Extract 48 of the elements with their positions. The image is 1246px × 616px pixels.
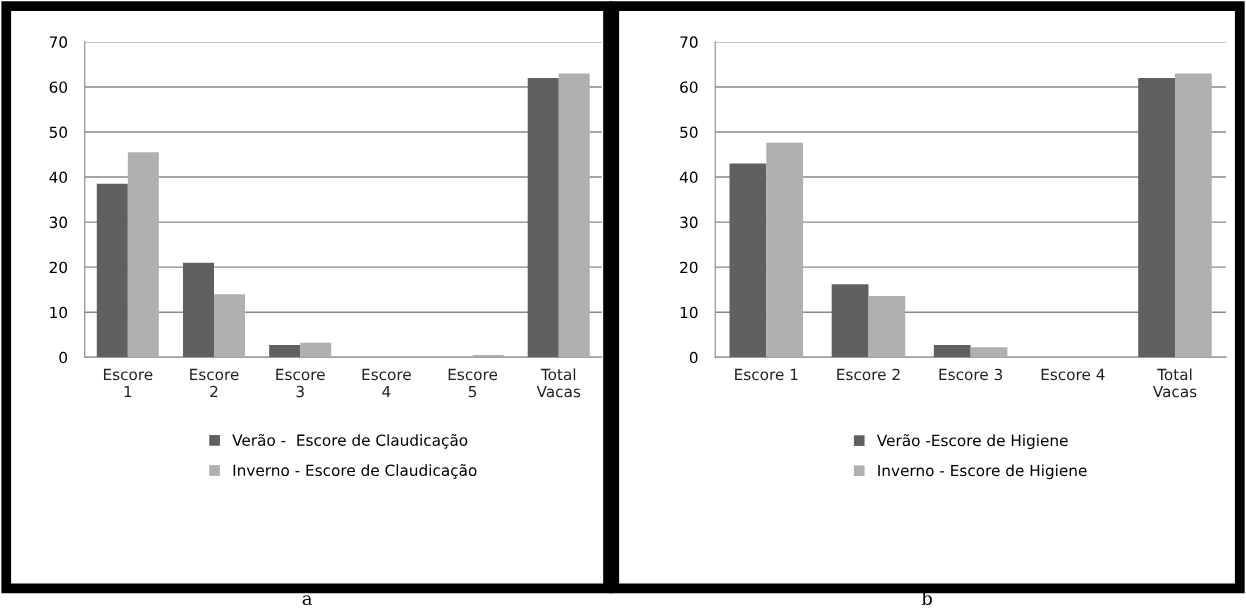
x-tick-label: Escore 5 [448, 368, 498, 398]
y-tick-label: 50 [49, 126, 68, 139]
y-tick-label: 70 [49, 36, 68, 48]
y-tick-label: 10 [680, 306, 698, 319]
y-tick-label: 60 [49, 81, 68, 93]
x-tick-label: Escore 2 [190, 368, 239, 398]
y-tick-label: 40 [49, 171, 68, 184]
x-tick-label: Escore 1 [735, 368, 798, 381]
x-tick-label: Escore 4 [362, 368, 411, 398]
legend-label: Inverno - Escore de Claudicação [233, 463, 477, 479]
bar [1138, 77, 1175, 358]
legend-label: Verão -Escore de Higiene [876, 434, 1068, 450]
bar [766, 142, 804, 358]
y-tick-label: 40 [679, 171, 698, 184]
legend-label: Verão - Escore de Claudicação [232, 433, 468, 449]
x-tick-label: Escore 1 [103, 368, 153, 398]
y-tick-label: 70 [680, 36, 698, 48]
x-tick-label: Escore 3 [276, 368, 325, 398]
bar [269, 345, 301, 358]
legend-label: Inverno - Escore de Higiene [878, 464, 1087, 480]
x-tick-label: Escore 2 [837, 368, 900, 381]
bar [868, 296, 906, 358]
bar [558, 73, 590, 358]
y-tick-label: 20 [680, 261, 698, 274]
bar [182, 262, 214, 358]
bar [214, 294, 246, 358]
bar [831, 284, 869, 358]
bar [96, 183, 128, 358]
text: a [302, 595, 313, 606]
x-tick-label: Escore 3 [939, 368, 1003, 381]
bar [970, 347, 1008, 358]
bar [527, 77, 559, 358]
bar [933, 345, 971, 358]
x-tick-label: Total Vacas [1152, 368, 1197, 398]
x-tick-label: Total Vacas [536, 368, 581, 398]
bar [729, 163, 767, 358]
x-tick-label: Escore 4 [1041, 368, 1105, 381]
bar [127, 152, 159, 358]
bar [1174, 73, 1212, 358]
y-tick-label: 10 [50, 306, 68, 319]
bar [300, 342, 332, 358]
y-tick-label: 50 [680, 126, 698, 139]
y-tick-label: 30 [49, 216, 68, 229]
y-tick-label: 60 [680, 81, 698, 93]
y-tick-label: 0 [59, 351, 68, 364]
y-tick-label: 0 [689, 351, 698, 364]
y-tick-label: 30 [680, 216, 698, 229]
y-tick-label: 20 [49, 261, 68, 274]
